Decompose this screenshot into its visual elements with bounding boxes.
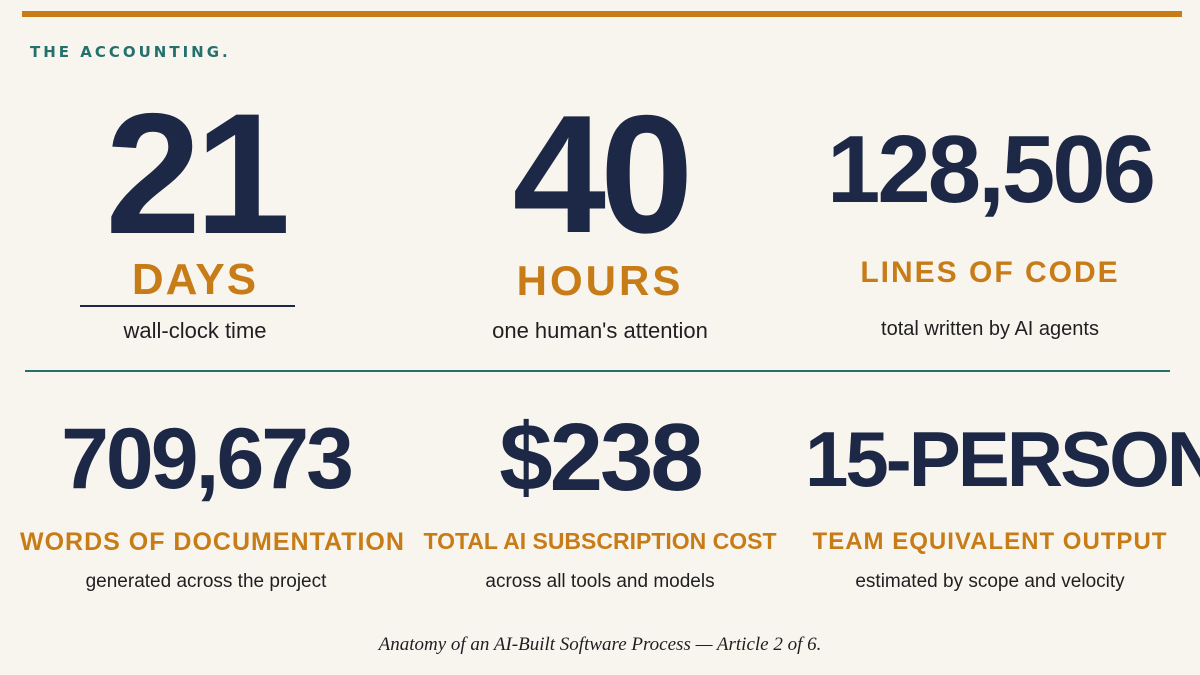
stat-value: $238 xyxy=(499,404,704,511)
stat-description: one human's attention xyxy=(492,318,708,343)
stat-unit: HOURS xyxy=(516,257,684,304)
stat-description: across all tools and models xyxy=(485,571,715,592)
stat-unit: TEAM EQUIVALENT OUTPUT xyxy=(812,528,1168,555)
stat-unit: DAYS xyxy=(131,255,259,304)
article-footer: Anatomy of an AI-Built Software Process … xyxy=(378,634,822,655)
section-divider xyxy=(25,370,1170,372)
stat-lines-of-code: 128,506 LINES OF CODE total written by A… xyxy=(800,80,1180,350)
section-kicker: THE ACCOUNTING. xyxy=(30,43,231,61)
stat-subscription-cost: $238 TOTAL AI SUBSCRIPTION COST across a… xyxy=(420,400,780,600)
stat-value: 21 xyxy=(105,78,290,270)
stat-unit: TOTAL AI SUBSCRIPTION COST xyxy=(423,528,777,554)
stat-description: total written by AI agents xyxy=(881,318,1099,340)
stat-documentation-words: 709,673 WORDS OF DOCUMENTATION generated… xyxy=(20,400,405,600)
stat-team-equivalent: 15-PERSON TEAM EQUIVALENT OUTPUT estimat… xyxy=(805,400,1200,600)
stat-value: 15-PERSON xyxy=(805,415,1200,503)
stat-value: 40 xyxy=(512,80,694,268)
stat-hours: 40 HOURS one human's attention xyxy=(450,80,750,350)
top-accent-rule xyxy=(22,11,1182,17)
stat-days: 21 DAYS wall-clock time xyxy=(70,80,320,350)
stat-description: generated across the project xyxy=(85,571,327,592)
stat-value: 709,673 xyxy=(61,411,354,507)
stat-description: wall-clock time xyxy=(123,318,267,343)
stat-description: estimated by scope and velocity xyxy=(855,571,1125,592)
stat-unit: WORDS OF DOCUMENTATION xyxy=(20,528,405,556)
stat-underline xyxy=(80,305,295,307)
stat-unit: LINES OF CODE xyxy=(860,256,1120,289)
stat-value: 128,506 xyxy=(826,116,1156,223)
